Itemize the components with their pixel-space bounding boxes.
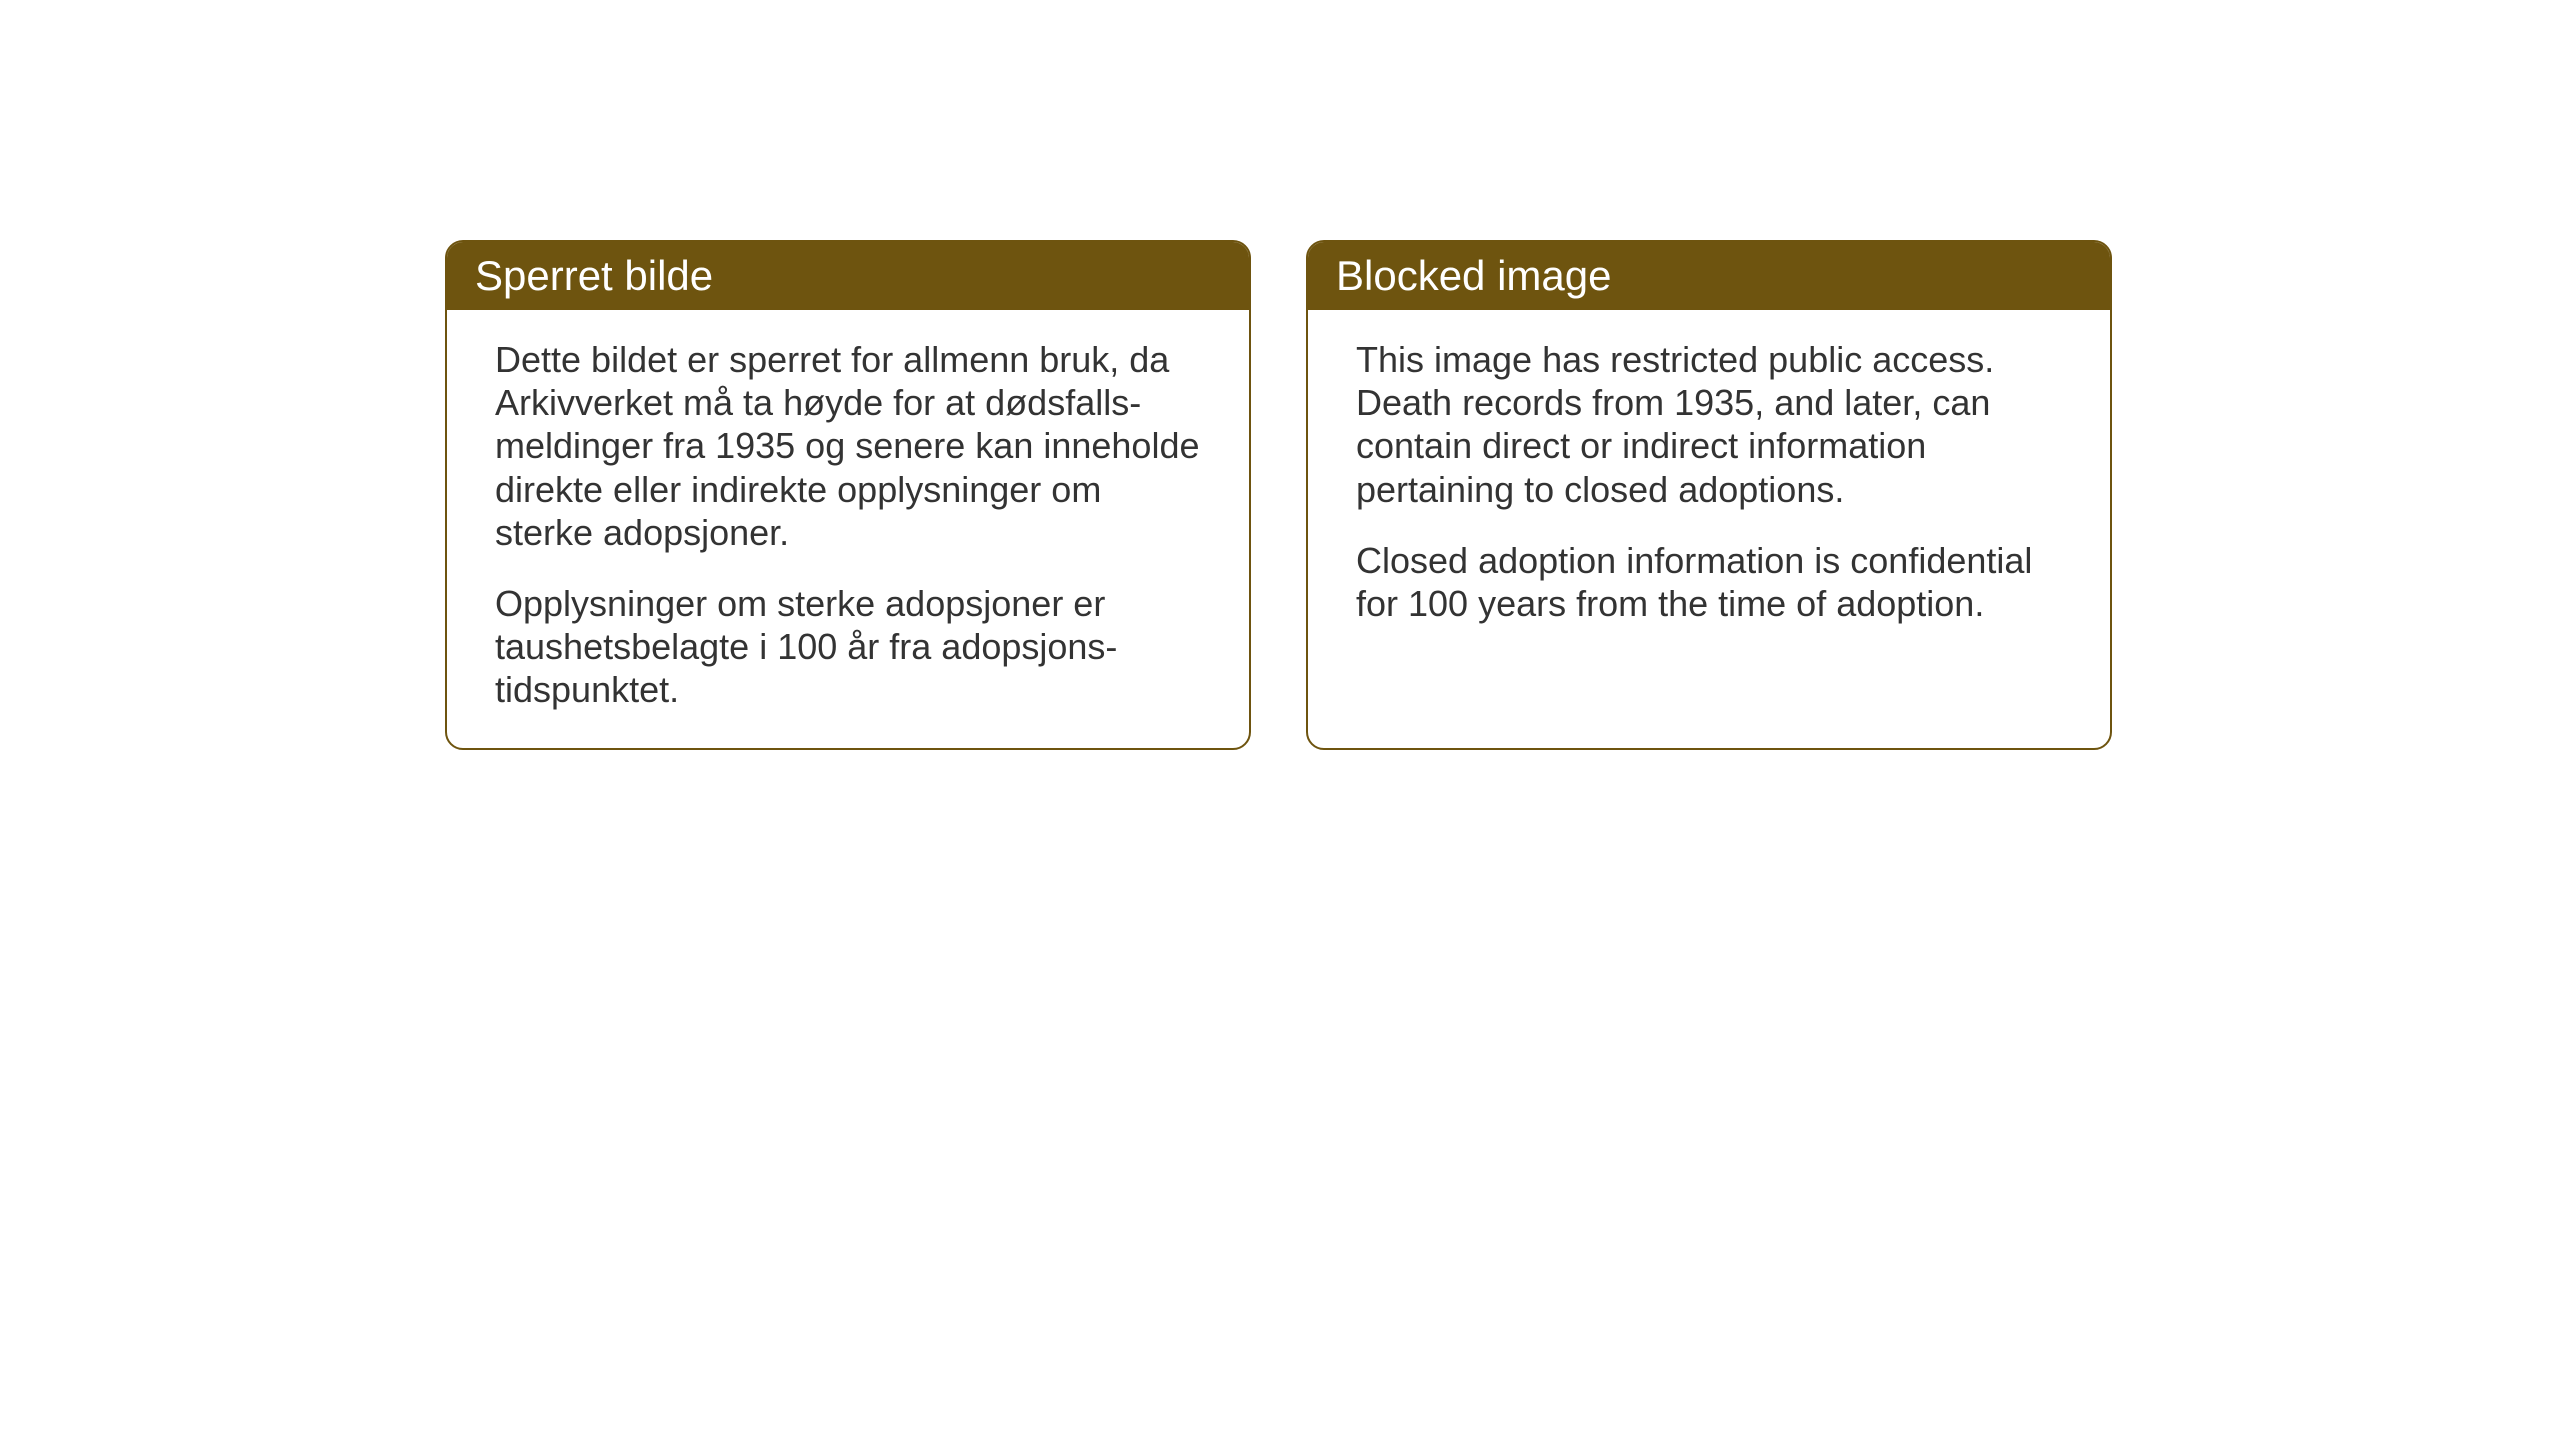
norwegian-paragraph-2: Opplysninger om sterke adopsjoner er tau…	[495, 582, 1201, 712]
english-card-body: This image has restricted public access.…	[1308, 310, 2110, 660]
english-card-header: Blocked image	[1308, 242, 2110, 310]
english-paragraph-2: Closed adoption information is confident…	[1356, 539, 2062, 625]
english-card-title: Blocked image	[1336, 252, 1611, 299]
norwegian-card-header: Sperret bilde	[447, 242, 1249, 310]
norwegian-notice-card: Sperret bilde Dette bildet er sperret fo…	[445, 240, 1251, 750]
norwegian-card-title: Sperret bilde	[475, 252, 713, 299]
english-paragraph-1: This image has restricted public access.…	[1356, 338, 2062, 511]
english-notice-card: Blocked image This image has restricted …	[1306, 240, 2112, 750]
notice-container: Sperret bilde Dette bildet er sperret fo…	[445, 240, 2112, 750]
norwegian-card-body: Dette bildet er sperret for allmenn bruk…	[447, 310, 1249, 747]
norwegian-paragraph-1: Dette bildet er sperret for allmenn bruk…	[495, 338, 1201, 554]
